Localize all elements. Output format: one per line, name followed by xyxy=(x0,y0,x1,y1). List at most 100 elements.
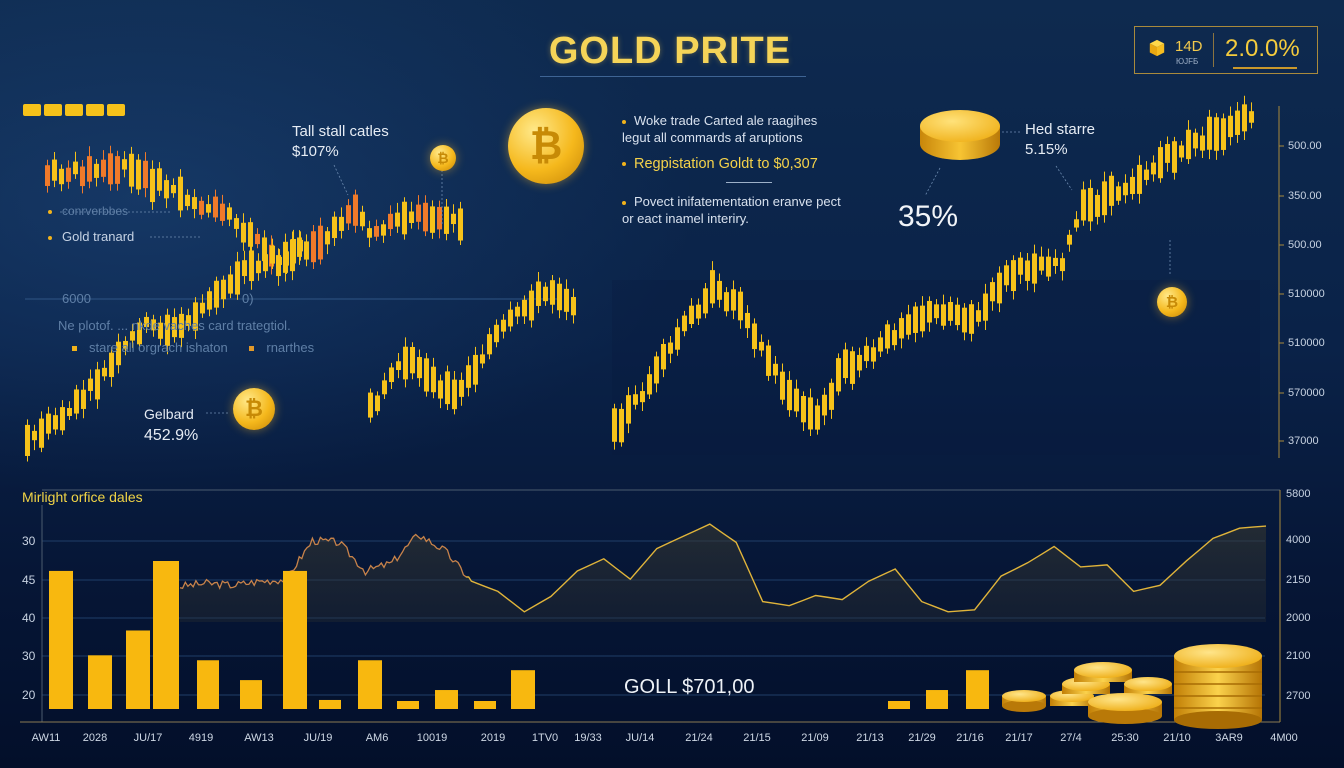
gold-cube-icon xyxy=(1149,39,1165,57)
bar-y-tick: 45 xyxy=(22,573,36,587)
x-tick: 21/16 xyxy=(956,732,984,744)
bar xyxy=(49,570,73,709)
x-tick: 21/24 xyxy=(685,732,713,744)
x-tick: JU/14 xyxy=(625,732,655,744)
candlestick-series xyxy=(25,95,1254,462)
legend-chips xyxy=(23,104,125,116)
legend-chip xyxy=(23,104,41,116)
x-tick: 19/33 xyxy=(574,732,602,744)
x-tick: 21/17 xyxy=(1005,732,1033,744)
stat-divider xyxy=(1213,33,1214,67)
bitcoin-coin-icon: ₿ xyxy=(508,108,584,184)
x-tick: JU/17 xyxy=(133,732,163,744)
note-bullet xyxy=(622,200,626,205)
page-title: GOLD PRITE xyxy=(548,30,792,72)
x-tick: 21/15 xyxy=(743,732,771,744)
bar xyxy=(319,699,341,709)
note-item-highlight: Regpistation Goldt to $0,307 xyxy=(622,156,842,173)
stat-percent: 2.0.0% xyxy=(1225,35,1300,62)
bar xyxy=(126,630,150,709)
faded-legend-dot xyxy=(249,346,255,352)
faded-legend-label: stare all orgrach ishaton xyxy=(89,340,228,355)
legend-item: conrverbbes xyxy=(48,204,128,218)
x-tick: 3AR9 xyxy=(1215,732,1243,744)
stat-value: 14D xyxy=(1175,38,1203,55)
notes-panel: Woke trade Carted ale raagihes legut all… xyxy=(622,112,842,227)
bitcoin-coin-icon: ₿ xyxy=(1157,287,1187,317)
y-tick: 500.00 xyxy=(1288,140,1322,152)
bar xyxy=(511,670,535,709)
callout-bottom-left: Gelbard 452.9% xyxy=(144,404,198,446)
big-percent: 35% xyxy=(898,200,959,233)
x-tick: 21/10 xyxy=(1163,732,1191,744)
x-tick: 4919 xyxy=(188,732,214,744)
faded-level-label-right: 0) xyxy=(242,291,254,306)
x-tick: 10019 xyxy=(416,732,448,744)
stat-sublabel: ЮЈFБ xyxy=(1176,57,1199,66)
faded-level-label: 6000 xyxy=(62,291,91,306)
bar xyxy=(197,660,219,709)
faded-legend-label: rnarthes xyxy=(266,340,315,355)
y-tick: 570000 xyxy=(1288,387,1325,399)
x-tick: AM6 xyxy=(365,732,389,744)
bottom-chart-title: Mirlight orfice dales xyxy=(22,489,143,505)
callout-line2: 452.9% xyxy=(144,427,199,444)
bar xyxy=(153,561,179,709)
bar-y-tick: 30 xyxy=(22,649,36,663)
legend-dot xyxy=(48,235,52,240)
y-tick: 37000 xyxy=(1288,435,1319,447)
legend-chip xyxy=(65,104,83,116)
legend-label: conrverbbes xyxy=(62,204,129,218)
bar xyxy=(397,701,419,709)
note-bullet xyxy=(622,162,626,167)
faded-legend: stare all orgrach ishaton rnarthes xyxy=(72,340,314,355)
price-line-right xyxy=(466,523,1267,613)
stat-box: 14D ЮЈFБ 2.0.0% xyxy=(1134,26,1318,74)
x-tick: 2028 xyxy=(82,732,108,744)
bar xyxy=(435,690,458,709)
y-tick-bottom: 2000 xyxy=(1286,612,1311,624)
callout-line2: $107% xyxy=(292,143,339,160)
callout-line1: Hed starre xyxy=(1025,121,1096,138)
bar xyxy=(358,660,382,709)
legend-item: Gold tranard xyxy=(48,229,134,244)
bitcoin-coin-icon: ₿ xyxy=(430,145,456,171)
bar-y-tick: 20 xyxy=(22,688,36,702)
legend-chip xyxy=(107,104,125,116)
x-tick: AW11 xyxy=(31,732,61,744)
y-tick-bottom: 2100 xyxy=(1286,650,1311,662)
x-tick: 21/29 xyxy=(908,732,936,744)
bar xyxy=(240,680,262,709)
x-tick: 1TV0 xyxy=(531,732,559,744)
y-tick: 350.00 xyxy=(1288,190,1322,202)
price-line-left xyxy=(179,533,469,590)
stat-percent-underline xyxy=(1233,67,1297,69)
callout-line1: Tall stall catles xyxy=(292,123,389,140)
x-tick: 2019 xyxy=(480,732,506,744)
faded-legend-dot xyxy=(72,346,77,352)
x-tick: 21/09 xyxy=(801,732,829,744)
y-tick: 510000 xyxy=(1288,337,1325,349)
notes-divider xyxy=(726,182,772,183)
callout-leaders xyxy=(60,131,1171,414)
coin xyxy=(1074,662,1132,682)
faded-caption: Ne plotof. ... nkde vaches card trategti… xyxy=(58,318,291,333)
bar-y-tick: 40 xyxy=(22,611,36,625)
note-bullet xyxy=(622,119,626,124)
bar xyxy=(926,690,948,709)
callout-right: Hed starre 5.15% xyxy=(1025,120,1095,160)
x-tick: 4M00 xyxy=(1270,732,1298,744)
x-axis-labels: AW11 2028 JU/17 4919 AW13 JU/19 AM6 1001… xyxy=(0,732,1344,752)
x-tick: 27/4 xyxy=(1060,732,1082,744)
right-axis-ticks xyxy=(1279,145,1284,442)
bitcoin-coin-icon: ₿ xyxy=(233,388,275,430)
y-tick-bottom: 2150 xyxy=(1286,574,1311,586)
coin-stack-icon xyxy=(1002,644,1262,729)
y-tick-bottom: 2700 xyxy=(1286,690,1311,702)
y-tick-bottom: 5800 xyxy=(1286,488,1311,500)
bar xyxy=(888,701,910,709)
legend-chip xyxy=(86,104,104,116)
legend-dot xyxy=(48,209,52,214)
note-text: Woke trade Carted ale raagihes legut all… xyxy=(622,113,818,145)
coin-tall-stack xyxy=(1174,644,1262,729)
